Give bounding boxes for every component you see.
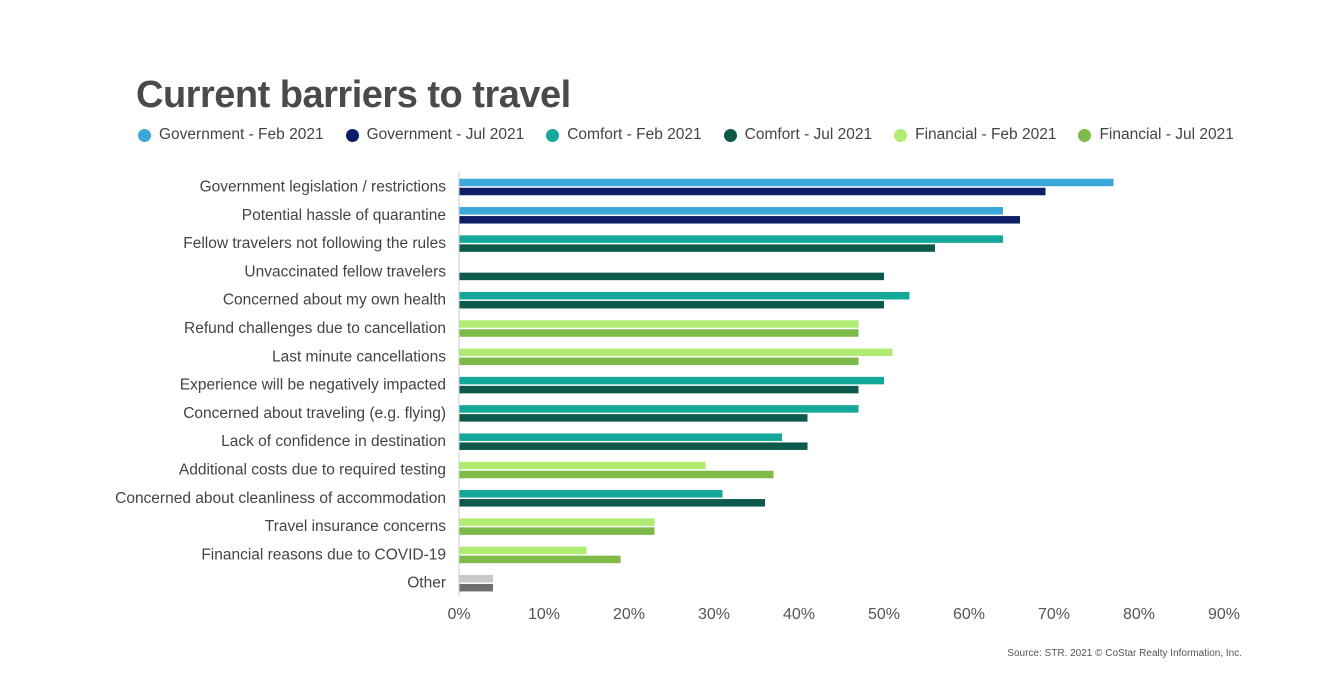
legend-label: Financial - Jul 2021: [1099, 126, 1234, 143]
legend-swatch: [138, 128, 151, 142]
bar-jul-2021: [459, 300, 884, 309]
legend-label: Financial - Feb 2021: [915, 126, 1057, 143]
bar-feb-2021: [459, 320, 859, 328]
x-tick-label: 80%: [1123, 606, 1155, 623]
category-label: Concerned about traveling (e.g. flying): [183, 405, 446, 422]
bar-feb-2021: [459, 490, 723, 498]
legend-item: Financial - Jul 2021: [1078, 126, 1234, 144]
x-tick-label: 50%: [868, 606, 900, 623]
chart-title: Current barriers to travel: [136, 74, 571, 116]
bar-jul-2021: [459, 216, 1020, 224]
x-tick-label: 20%: [613, 606, 645, 623]
bar-feb-2021: [459, 433, 782, 441]
bar-feb-2021: [459, 376, 884, 385]
legend-item: Financial - Feb 2021: [894, 126, 1056, 144]
bar-jul-2021: [459, 385, 859, 394]
bar-feb-2021: [459, 178, 1114, 187]
legend-item: Comfort - Jul 2021: [723, 126, 873, 144]
bar-jul-2021: [459, 499, 765, 507]
bar-jul-2021: [459, 272, 884, 281]
category-label: Concerned about cleanliness of accommoda…: [115, 490, 446, 507]
category-label: Potential hassle of quarantine: [242, 207, 446, 224]
x-tick-label: 90%: [1208, 606, 1240, 623]
bar-feb-2021: [459, 518, 655, 526]
category-label: Government legislation / restrictions: [200, 179, 447, 196]
legend-item: Government - Feb 2021: [138, 126, 324, 144]
legend-swatch: [723, 128, 737, 142]
legend-swatch: [894, 128, 908, 142]
bar-feb-2021: [459, 235, 1003, 243]
category-label: Unvaccinated fellow travelers: [244, 263, 446, 280]
category-label: Last minute cancellations: [272, 348, 446, 365]
bar-jul-2021: [459, 329, 859, 337]
x-tick-label: 40%: [783, 606, 815, 623]
bar-feb-2021: [459, 461, 706, 470]
x-tick-label: 0%: [447, 606, 470, 623]
legend-item: Comfort - Feb 2021: [546, 126, 702, 144]
bar-jul-2021: [459, 414, 808, 422]
bar-feb-2021: [459, 207, 1003, 215]
bar-jul-2021: [459, 555, 621, 564]
bar-jul-2021: [459, 527, 655, 535]
bar-jul-2021: [459, 244, 935, 252]
x-tick-label: 70%: [1038, 606, 1070, 623]
legend-label: Comfort - Feb 2021: [567, 126, 702, 143]
bar-jul-2021: [459, 470, 774, 479]
x-tick-label: 30%: [698, 606, 730, 623]
bar-jul-2021: [459, 187, 1046, 196]
category-label: Refund challenges due to cancellation: [184, 320, 446, 337]
category-label: Additional costs due to required testing: [179, 462, 446, 479]
bar-jul-2021: [459, 357, 859, 366]
source-note: Source: STR. 2021 © CoStar Realty Inform…: [1007, 648, 1242, 659]
legend-swatch: [546, 128, 560, 142]
category-label: Lack of confidence in destination: [221, 433, 446, 450]
legend-label: Comfort - Jul 2021: [744, 126, 873, 143]
legend-label: Government - Feb 2021: [159, 126, 324, 143]
category-label: Experience will be negatively impacted: [180, 377, 446, 394]
bar-jul-2021: [459, 583, 493, 592]
category-label: Financial reasons due to COVID-19: [201, 546, 446, 563]
legend-swatch: [1078, 128, 1092, 142]
bar-feb-2021: [459, 405, 859, 413]
category-label: Other: [407, 575, 446, 592]
legend-swatch: [345, 128, 359, 142]
legend-item: Government - Jul 2021: [345, 126, 525, 144]
category-label: Concerned about my own health: [223, 292, 446, 309]
bar-feb-2021: [459, 291, 910, 300]
x-tick-label: 10%: [528, 606, 560, 623]
bar-jul-2021: [459, 442, 808, 450]
bar-feb-2021: [459, 348, 893, 357]
legend-label: Government - Jul 2021: [366, 126, 525, 143]
category-label: Travel insurance concerns: [265, 518, 446, 535]
x-tick-label: 60%: [953, 606, 985, 623]
bar-feb-2021: [459, 546, 587, 555]
category-label: Fellow travelers not following the rules: [183, 235, 446, 252]
bar-feb-2021: [459, 574, 493, 583]
chart-legend: Government - Feb 2021 Government - Jul 20…: [138, 126, 1234, 144]
